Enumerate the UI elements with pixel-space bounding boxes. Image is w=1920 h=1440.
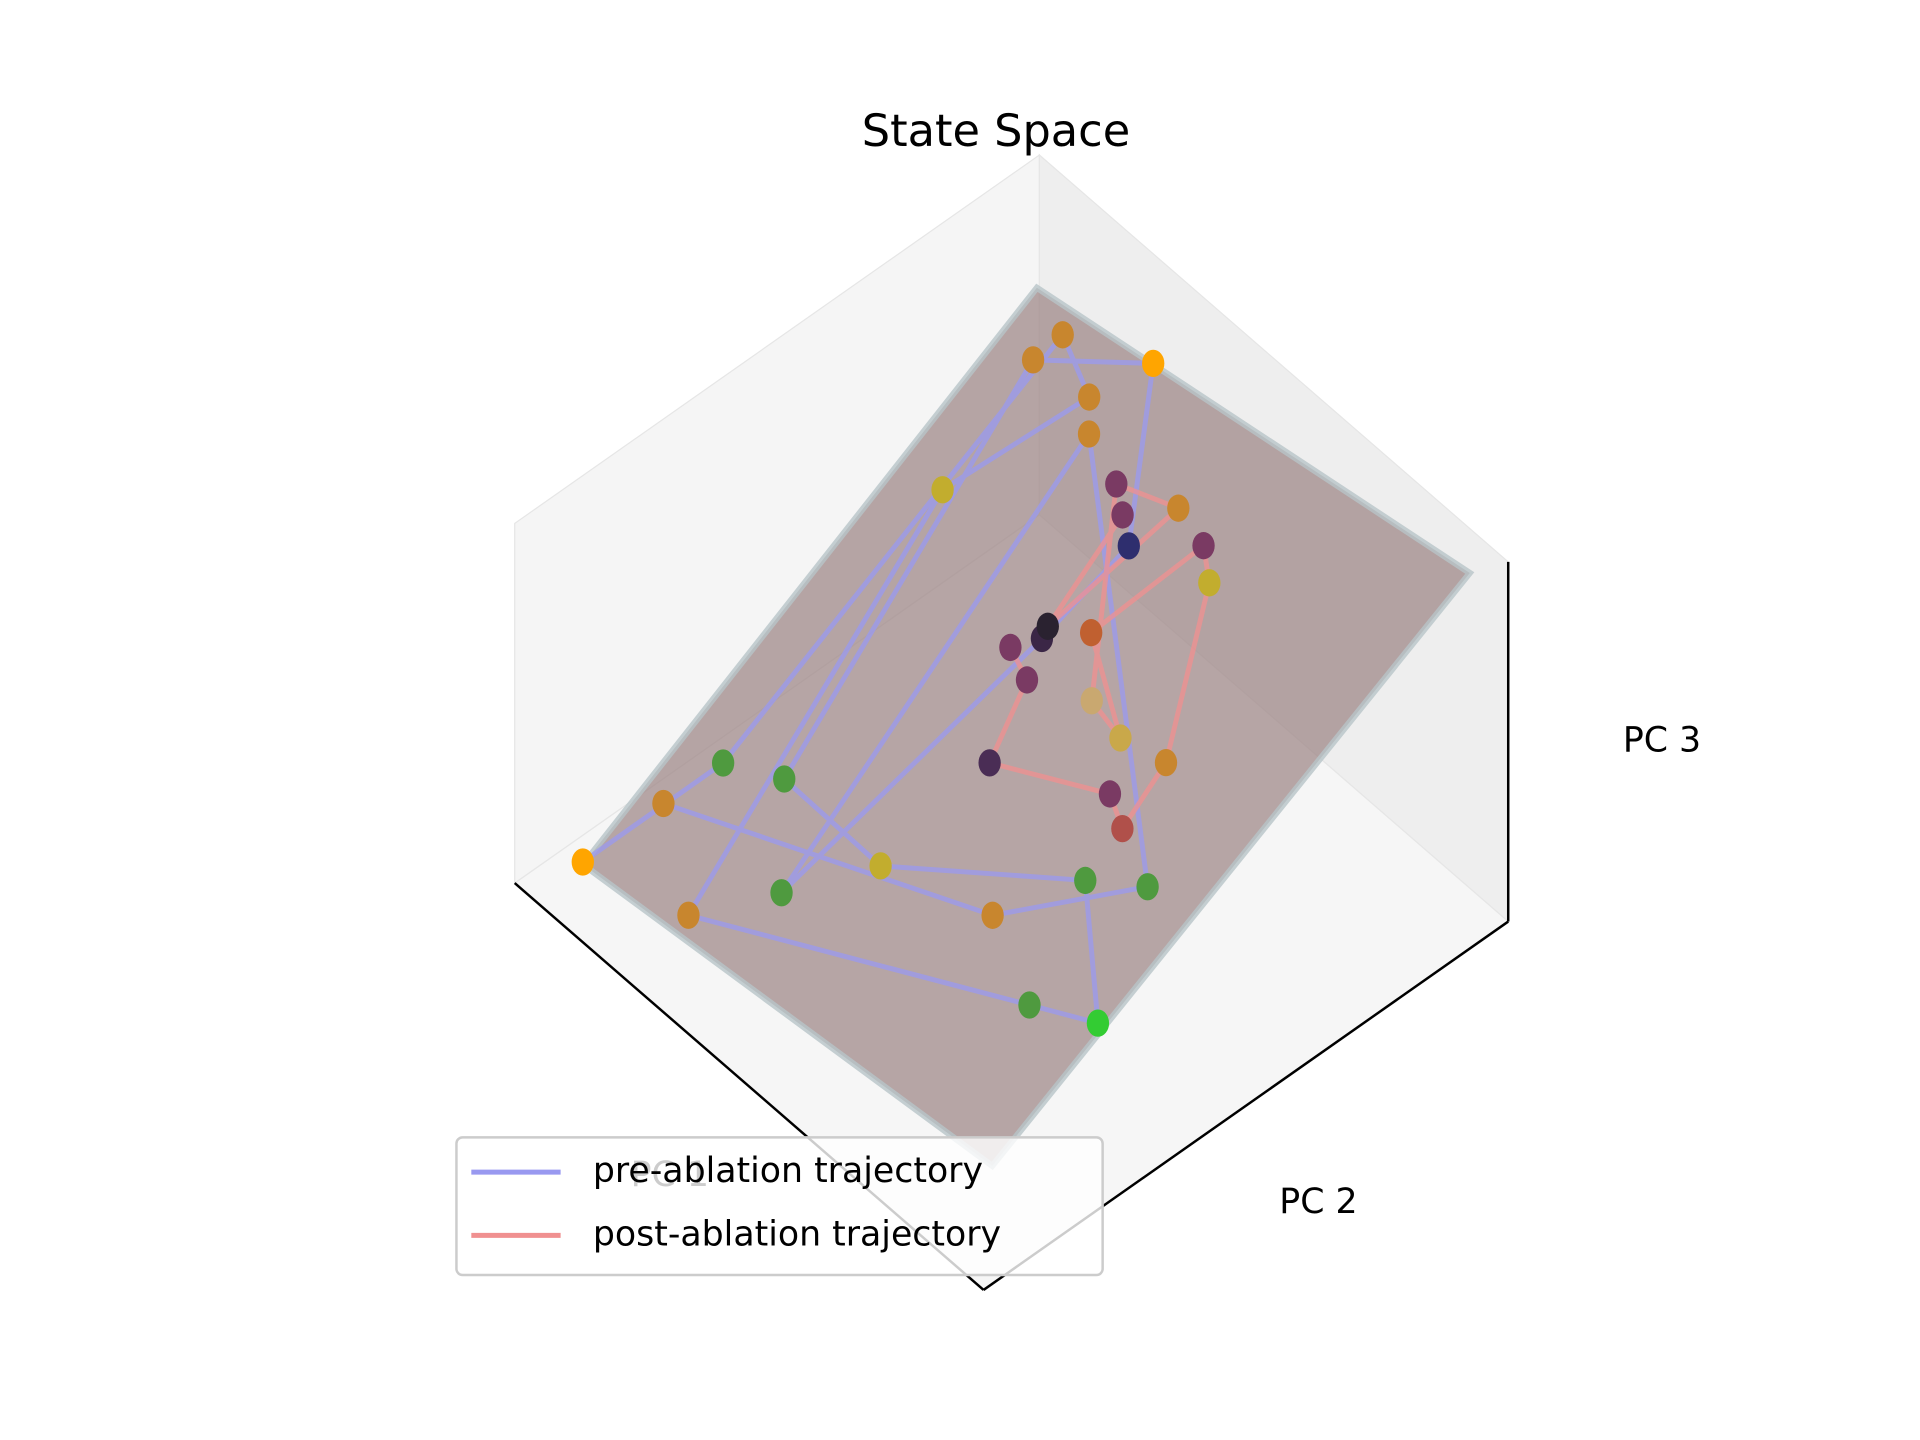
state-point bbox=[1154, 749, 1178, 777]
state-point bbox=[999, 633, 1022, 662]
state-point bbox=[869, 852, 892, 880]
state-point bbox=[1109, 724, 1132, 752]
state-point bbox=[1015, 666, 1039, 694]
state-point bbox=[1018, 991, 1041, 1019]
y-axis-label: PC 2 bbox=[1279, 1182, 1357, 1222]
legend-box bbox=[455, 1136, 1104, 1277]
state-point bbox=[773, 765, 796, 793]
state-point bbox=[770, 879, 793, 907]
state-point bbox=[1078, 383, 1101, 411]
state-point bbox=[1036, 612, 1059, 640]
state-point bbox=[931, 476, 954, 504]
legend-label: post-ablation trajectory bbox=[593, 1214, 1001, 1254]
z-axis-label: PC 3 bbox=[1623, 721, 1701, 761]
state-point bbox=[571, 848, 594, 876]
state-point bbox=[1192, 532, 1215, 560]
state-point bbox=[1198, 569, 1221, 597]
marks bbox=[571, 321, 1221, 1037]
legend-label: pre-ablation trajectory bbox=[593, 1151, 983, 1191]
state-point bbox=[1105, 470, 1128, 498]
trajectory-line bbox=[581, 332, 1156, 1026]
state-point bbox=[1167, 494, 1190, 522]
state-point bbox=[652, 789, 675, 818]
state-point bbox=[1111, 814, 1134, 843]
state-point bbox=[1142, 349, 1165, 377]
state-point bbox=[1021, 346, 1045, 374]
state-point bbox=[1077, 420, 1101, 448]
state-point bbox=[1136, 873, 1159, 901]
state-point bbox=[1117, 532, 1140, 560]
chart-title: State Space bbox=[862, 105, 1130, 157]
state-point bbox=[1098, 780, 1122, 808]
state-point bbox=[978, 749, 1001, 777]
legend: pre-ablation trajectory post-ablation tra… bbox=[455, 1136, 1104, 1277]
state-point bbox=[1051, 321, 1074, 349]
state-point bbox=[1074, 866, 1097, 895]
state-point bbox=[711, 749, 735, 777]
state-point bbox=[1080, 619, 1103, 647]
state-point bbox=[1086, 1009, 1110, 1037]
state-point bbox=[981, 901, 1004, 929]
state-point bbox=[1080, 687, 1103, 715]
state-point bbox=[677, 901, 700, 929]
state-point bbox=[1111, 501, 1134, 529]
